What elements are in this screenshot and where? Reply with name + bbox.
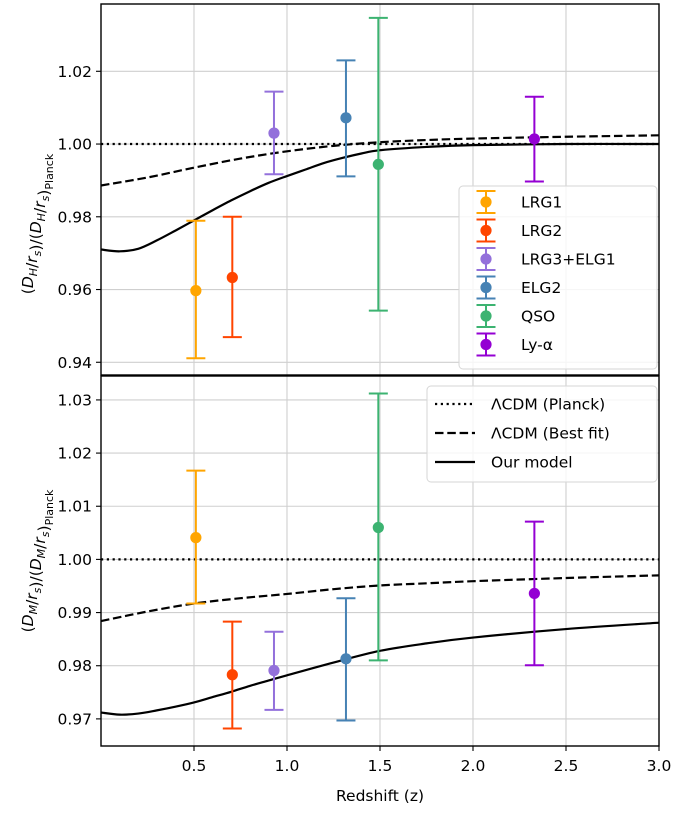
top-y-axis-label: (DH/rs)/(DH/rs)Planck bbox=[19, 153, 56, 294]
y-tick-label: 0.94 bbox=[57, 354, 92, 372]
curve-lambda-cdm-best-fit bbox=[100, 574, 660, 623]
top-curves bbox=[100, 134, 660, 253]
marker bbox=[190, 285, 202, 297]
data-point-lrg3-elg1 bbox=[264, 90, 284, 176]
x-tick-label: 1.5 bbox=[368, 757, 393, 775]
data-point-qso bbox=[368, 392, 388, 662]
legend-entry-ly-alpha: Ly-α bbox=[476, 332, 553, 357]
y-tick-label: 0.99 bbox=[57, 604, 92, 622]
y-tick-label: 1.00 bbox=[57, 136, 92, 154]
top-points bbox=[186, 16, 544, 360]
legend-frame bbox=[426, 385, 658, 483]
legend-entry-elg2: ELG2 bbox=[476, 275, 561, 300]
x-tick-label: 0.5 bbox=[182, 757, 207, 775]
marker bbox=[528, 587, 540, 600]
marker bbox=[340, 112, 352, 124]
bottom-legend: ΛCDM (Planck) ΛCDM (Best fit) Our model bbox=[426, 385, 658, 483]
legend-frame bbox=[458, 185, 658, 370]
marker bbox=[372, 158, 384, 171]
marker bbox=[190, 532, 202, 544]
legend-entry-our-model: Our model bbox=[435, 454, 573, 472]
axes-frame bbox=[100, 3, 660, 747]
top-panel: 0.94 0.96 0.98 1.00 1.02 LRG1 LRG2 LRG3+ELG1 EL… bbox=[19, 4, 660, 379]
x-tick-label: 2.5 bbox=[554, 757, 579, 775]
data-point-lrg2 bbox=[222, 620, 242, 730]
y-tick-label: 1.02 bbox=[57, 445, 92, 463]
legend-marker-icon bbox=[480, 224, 492, 237]
legend-label: Our model bbox=[491, 454, 573, 472]
legend-entry-lambda-cdm-best-fit: ΛCDM (Best fit) bbox=[435, 425, 610, 443]
y-tick-label: 1.00 bbox=[57, 551, 92, 569]
legend-entry-lrg3-elg1: LRG3+ELG1 bbox=[476, 247, 616, 271]
data-point-qso bbox=[368, 16, 388, 312]
legend-label: Ly-α bbox=[521, 336, 553, 354]
data-point-elg2 bbox=[336, 59, 356, 178]
legend-marker-icon bbox=[480, 281, 492, 294]
marker bbox=[226, 271, 238, 284]
top-legend: LRG1 LRG2 LRG3+ELG1 ELG2 QSO Ly-α bbox=[458, 185, 658, 370]
data-point-lrg2 bbox=[222, 215, 242, 339]
y-tick-label: 0.98 bbox=[57, 657, 92, 675]
data-point-lrg1 bbox=[186, 219, 206, 360]
bottom-panel: 0.97 0.98 0.99 1.00 1.01 1.02 1.03 0.5 1.0 1.5 2.… bbox=[19, 376, 671, 805]
data-point-elg2 bbox=[336, 597, 356, 722]
x-tick-label: 1.0 bbox=[275, 757, 300, 775]
legend-marker-icon bbox=[480, 196, 492, 208]
legend-label: ΛCDM (Planck) bbox=[491, 396, 605, 414]
top-y-ticks: 0.94 0.96 0.98 1.00 1.02 bbox=[57, 63, 660, 379]
y-tick-label: 0.96 bbox=[57, 281, 92, 299]
x-axis-label: Redshift (z) bbox=[336, 787, 424, 805]
data-point-ly-alpha bbox=[524, 95, 544, 183]
bottom-y-axis-label: (DM/rs)/(DM/rs)Planck bbox=[19, 489, 56, 632]
legend-marker-icon bbox=[480, 310, 492, 322]
data-point-lrg1 bbox=[186, 469, 206, 605]
curve-lambda-cdm-best-fit bbox=[100, 134, 660, 187]
legend-entry-lambda-cdm-planck: ΛCDM (Planck) bbox=[435, 396, 605, 414]
bottom-curves bbox=[100, 558, 660, 716]
legend-marker-icon bbox=[480, 253, 492, 265]
y-tick-label: 1.01 bbox=[57, 498, 92, 516]
curve-our-model bbox=[100, 142, 660, 253]
legend-entry-lrg2: LRG2 bbox=[476, 218, 562, 243]
legend-entry-qso: QSO bbox=[476, 304, 555, 328]
legend-entry-lrg1: LRG1 bbox=[476, 190, 562, 214]
bottom-axes-frame bbox=[100, 375, 660, 747]
legend-label: ELG2 bbox=[521, 279, 561, 297]
y-tick-label: 0.98 bbox=[57, 208, 92, 226]
legend-label: QSO bbox=[521, 308, 555, 326]
marker bbox=[226, 669, 238, 681]
curve-our-model bbox=[100, 621, 660, 716]
legend-marker-icon bbox=[480, 338, 492, 351]
y-tick-label: 0.97 bbox=[57, 710, 92, 728]
data-point-ly-alpha bbox=[524, 520, 544, 667]
marker bbox=[268, 664, 280, 677]
legend-label: LRG3+ELG1 bbox=[521, 251, 616, 269]
marker bbox=[268, 127, 280, 139]
marker bbox=[340, 653, 352, 665]
y-tick-label: 1.03 bbox=[57, 391, 92, 409]
legend-label: ΛCDM (Best fit) bbox=[491, 425, 610, 443]
legend-label: LRG1 bbox=[521, 194, 562, 212]
data-point-lrg3-elg1 bbox=[264, 630, 284, 711]
bottom-y-ticks: 0.97 0.98 0.99 1.00 1.01 1.02 1.03 bbox=[57, 391, 101, 728]
bottom-points bbox=[186, 392, 544, 730]
marker bbox=[528, 133, 540, 145]
bottom-x-ticks: 0.5 1.0 1.5 2.0 2.5 3.0 bbox=[182, 746, 672, 775]
marker bbox=[372, 521, 384, 534]
y-tick-label: 1.02 bbox=[57, 63, 92, 81]
x-tick-label: 2.0 bbox=[461, 757, 486, 775]
x-tick-label: 3.0 bbox=[647, 757, 672, 775]
top-axes-frame bbox=[100, 3, 660, 376]
legend-label: LRG2 bbox=[521, 222, 562, 240]
